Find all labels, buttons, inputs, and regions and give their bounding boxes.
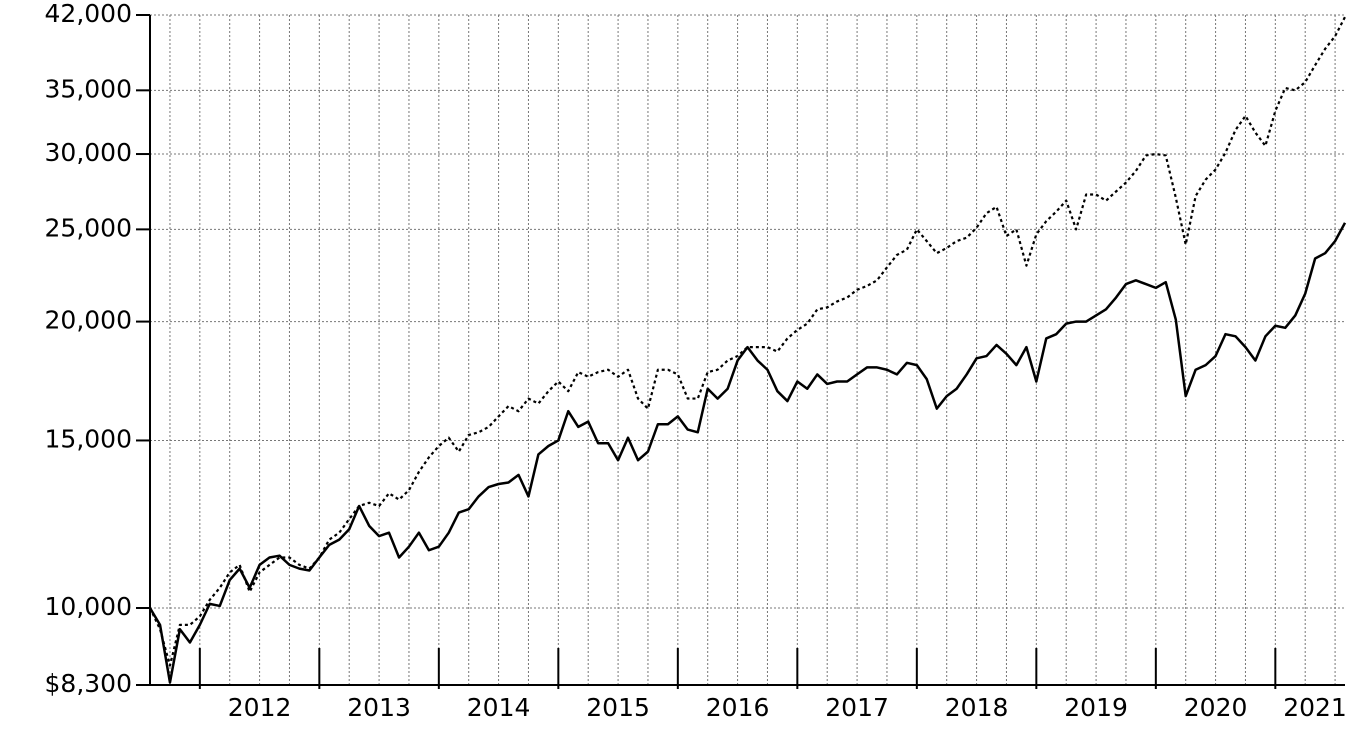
x-tick-label: 2021 bbox=[1283, 693, 1347, 722]
x-tick-label: 2018 bbox=[945, 693, 1009, 722]
x-tick-label: 2013 bbox=[347, 693, 411, 722]
series-line bbox=[148, 222, 1347, 684]
x-tick-label: 2012 bbox=[228, 693, 292, 722]
y-tick-label: $8,300 bbox=[45, 669, 132, 698]
y-tick-label: 42,000 bbox=[45, 0, 132, 28]
y-tick-label: 35,000 bbox=[45, 74, 132, 103]
series-line bbox=[149, 16, 1346, 667]
x-tick-label: 2016 bbox=[706, 693, 770, 722]
x-tick-label: 2020 bbox=[1184, 693, 1248, 722]
x-tick-label: 2014 bbox=[467, 693, 531, 722]
y-tick-label: 30,000 bbox=[45, 138, 132, 167]
y-tick-label: 20,000 bbox=[45, 306, 132, 335]
y-tick-label: 25,000 bbox=[45, 213, 132, 242]
y-tick-label: 15,000 bbox=[45, 424, 132, 453]
x-tick-label: 2017 bbox=[825, 693, 889, 722]
x-tick-label: 2019 bbox=[1064, 693, 1128, 722]
y-tick-label: 10,000 bbox=[45, 592, 132, 621]
x-tick-label: 2015 bbox=[586, 693, 650, 722]
